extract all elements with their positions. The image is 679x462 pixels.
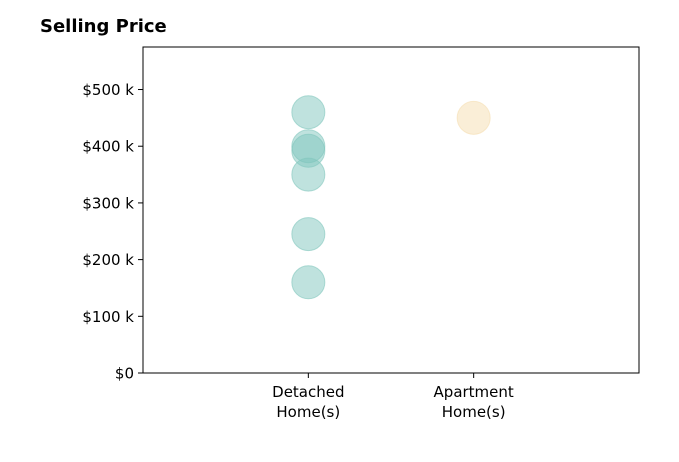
x-tick-label-line: Home(s): [442, 403, 506, 421]
data-point-detached: [291, 157, 326, 192]
data-point-apartment: [456, 100, 491, 135]
y-tick-label: $200 k: [82, 251, 134, 269]
plot-frame: [142, 46, 640, 374]
chart-title: Selling Price: [40, 16, 167, 37]
y-tick-label: $400 k: [82, 138, 134, 156]
data-point-detached: [291, 265, 326, 300]
y-tick-label: $100 k: [82, 308, 134, 326]
x-tick-label-apartment: Apartment Home(s): [434, 383, 514, 421]
data-point-detached: [291, 95, 326, 130]
y-tick-label: $300 k: [82, 194, 134, 212]
x-tick-label-line: Detached: [272, 383, 344, 401]
x-tick-label-line: Apartment: [434, 383, 514, 401]
y-tick-label: $0: [115, 365, 134, 383]
y-tick-label: $500 k: [82, 81, 134, 99]
x-tick-label-line: Home(s): [276, 403, 340, 421]
data-point-detached: [291, 217, 326, 252]
x-tick-label-detached: Detached Home(s): [272, 383, 344, 421]
